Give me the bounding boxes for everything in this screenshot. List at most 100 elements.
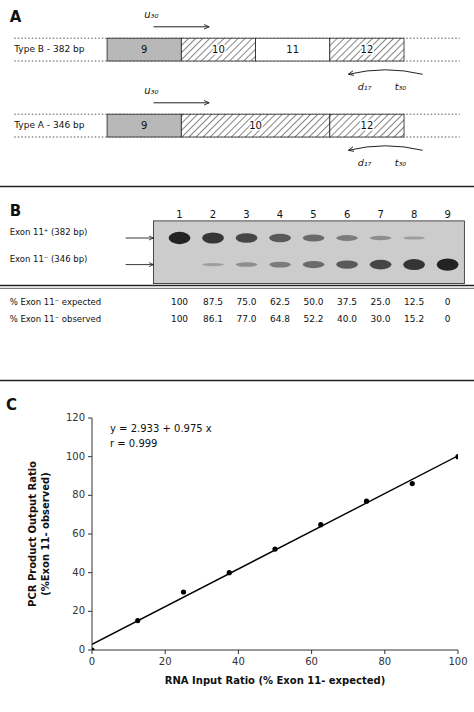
- table-cell: 86.1: [203, 314, 223, 324]
- y-axis-label: PCR Product Output Ratio(%Exon 11- obser…: [27, 461, 51, 607]
- panel-label: C: [6, 396, 17, 414]
- table-cell: 0: [445, 297, 451, 307]
- band-arrow: [126, 264, 154, 265]
- y-tick: [88, 650, 92, 651]
- separator: [0, 288, 474, 289]
- table-cell: 15.2: [404, 314, 424, 324]
- band-lower: [202, 263, 224, 266]
- table-cell: 100: [171, 314, 188, 324]
- table-cell: 50.0: [304, 297, 324, 307]
- x-tick-label: 20: [159, 656, 172, 667]
- band-upper: [303, 234, 325, 241]
- primer-label: t₃₀: [395, 81, 407, 92]
- primer-label: u₃₀: [144, 9, 158, 20]
- row-label: % Exon 11⁻ expected: [10, 297, 102, 307]
- primer-label: t₃₀: [395, 157, 407, 168]
- annotation: y = 2.933 + 0.975 x: [110, 423, 212, 434]
- exon: [330, 114, 404, 137]
- x-tick-label: 0: [89, 656, 95, 667]
- y-tick-label: 0: [79, 644, 85, 655]
- annotation: r = 0.999: [110, 438, 157, 449]
- x-tick: [165, 650, 166, 654]
- y-tick-label: 60: [72, 528, 85, 539]
- data-point: [181, 589, 186, 594]
- exon-label: 10: [212, 44, 225, 55]
- data-point: [92, 647, 95, 650]
- x-tick-label: 40: [232, 656, 245, 667]
- band-upper: [169, 232, 191, 244]
- lane-number: 9: [444, 209, 450, 220]
- x-tick: [92, 650, 93, 654]
- lane-number: 1: [176, 209, 182, 220]
- panel-a: AType B - 382 bp9101112u₃₀d₁₇t₃₀Type A -…: [0, 8, 474, 187]
- band-lower: [303, 261, 325, 268]
- x-tick-label: 80: [378, 656, 391, 667]
- x-tick-label: 100: [448, 656, 467, 667]
- exon-label: 9: [141, 120, 147, 131]
- band-lower: [236, 262, 258, 267]
- lane-number: 4: [277, 209, 283, 220]
- band-upper: [403, 236, 425, 239]
- primer-label: d₁₇: [358, 81, 372, 92]
- exon-label: 9: [141, 44, 147, 55]
- row-label: Type A - 346 bp: [13, 120, 84, 130]
- y-tick-label: 20: [72, 605, 85, 616]
- table-cell: 37.5: [337, 297, 357, 307]
- row-label: Type B - 382 bp: [13, 44, 84, 54]
- y-tick: [88, 572, 92, 573]
- table-cell: 77.0: [237, 314, 257, 324]
- band-lower: [370, 260, 392, 270]
- table-cell: 40.0: [337, 314, 357, 324]
- x-tick: [458, 650, 459, 654]
- panel-label: A: [10, 8, 22, 26]
- band-upper: [269, 234, 291, 242]
- y-tick-label: 80: [72, 489, 85, 500]
- band-lower: [336, 260, 358, 268]
- x-tick: [384, 650, 385, 654]
- band-label: Exon 11⁺ (382 bp): [10, 227, 88, 237]
- table-cell: 100: [171, 297, 188, 307]
- panel-label: B: [10, 202, 21, 220]
- regression-line: [92, 456, 458, 645]
- separator: [0, 186, 474, 188]
- exon-label: 12: [361, 44, 374, 55]
- panel-c: C020406080100020406080100120RNA Input Ra…: [6, 396, 468, 686]
- exon: [107, 114, 181, 137]
- table-cell: 0: [445, 314, 451, 324]
- band-arrow: [126, 238, 154, 239]
- table-cell: 25.0: [371, 297, 391, 307]
- primer-label: u₃₀: [144, 85, 158, 96]
- lane-number: 8: [411, 209, 417, 220]
- x-tick: [238, 650, 239, 654]
- band-upper: [202, 232, 224, 243]
- band-lower: [269, 262, 291, 268]
- primer-arrow: [348, 70, 422, 75]
- exon: [256, 38, 330, 61]
- y-tick: [88, 534, 92, 535]
- exon: [107, 38, 181, 61]
- primer-label: d₁₇: [358, 157, 372, 168]
- table-cell: 12.5: [404, 297, 424, 307]
- y-tick: [88, 495, 92, 496]
- band-upper: [236, 233, 258, 243]
- lane-number: 5: [310, 209, 316, 220]
- panel-b: B123456789Exon 11⁺ (382 bp)Exon 11⁻ (346…: [0, 202, 474, 381]
- exon-label: 12: [361, 120, 374, 131]
- table-cell: 52.2: [304, 314, 324, 324]
- figure: AType B - 382 bp9101112u₃₀d₁₇t₃₀Type A -…: [0, 0, 474, 712]
- band-upper: [336, 235, 358, 241]
- separator: [0, 285, 474, 287]
- table-cell: 64.8: [270, 314, 290, 324]
- exon: [181, 38, 255, 61]
- y-tick: [88, 611, 92, 612]
- y-tick-label: 40: [72, 567, 85, 578]
- exon: [181, 114, 329, 137]
- x-tick-label: 60: [305, 656, 318, 667]
- band-label: Exon 11⁻ (346 bp): [10, 254, 88, 264]
- lane-number: 2: [210, 209, 216, 220]
- table-cell: 75.0: [237, 297, 257, 307]
- table-cell: 30.0: [371, 314, 391, 324]
- separator: [0, 380, 474, 382]
- table-cell: 87.5: [203, 297, 223, 307]
- exon: [330, 38, 404, 61]
